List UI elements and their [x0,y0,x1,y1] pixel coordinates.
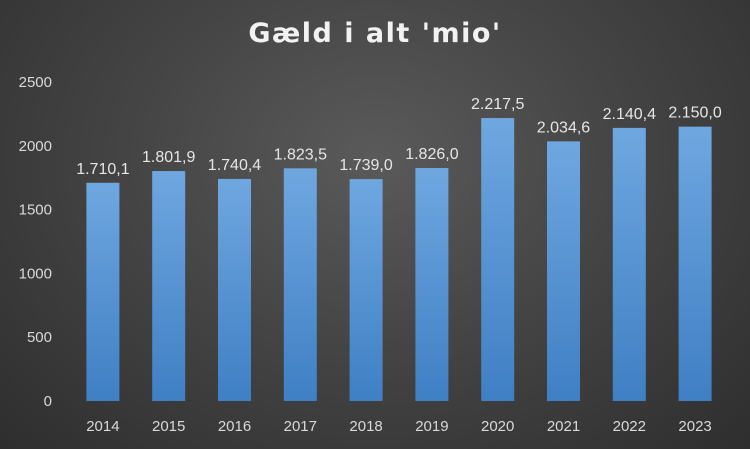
x-axis: 2014 2015 2016 2017 2018 2019 2020 2021 2022 2023 [86,418,712,435]
data-label-2016: 1.740,4 [208,157,261,174]
data-label-2018: 1.739,0 [339,157,392,174]
x-tick-label: 2015 [152,418,185,435]
data-label-2015: 1.801,9 [142,149,195,166]
x-tick-label: 2019 [415,418,448,435]
x-tick-label: 2022 [613,418,646,435]
x-tick-label: 2021 [547,418,580,435]
x-tick-label: 2014 [86,418,119,435]
bar-2017 [283,168,317,401]
data-label-2017: 1.823,5 [274,146,327,163]
y-tick-label: 1000 [19,265,52,282]
y-tick-label: 2500 [19,74,52,91]
data-label-2021: 2.034,6 [537,119,590,136]
bar-2014 [86,182,120,401]
x-tick-label: 2017 [284,418,317,435]
x-tick-label: 2020 [481,418,514,435]
bar-2015 [152,171,186,401]
bar-2020 [481,118,515,401]
bar-2021 [547,141,580,401]
bar-2023 [678,126,712,401]
data-label-2023: 2.150,0 [668,105,721,122]
bar-2016 [218,178,251,401]
y-axis: 0 500 1000 1500 2000 2500 [19,74,52,410]
data-label-2014: 1.710,1 [76,161,129,178]
y-tick-label: 2000 [19,138,52,155]
data-labels: 1.710,1 1.801,9 1.740,4 1.823,5 1.739,0 1.826… [76,96,722,178]
data-label-2020: 2.217,5 [471,96,524,113]
bar-2022 [612,127,646,402]
y-tick-label: 500 [27,329,52,346]
y-tick-label: 1500 [19,202,52,219]
y-tick-label: 0 [44,393,52,410]
bar-2018 [349,179,383,401]
data-label-2019: 1.826,0 [405,146,458,163]
x-tick-label: 2023 [678,418,711,435]
x-tick-label: 2018 [349,418,382,435]
data-label-2022: 2.140,4 [603,106,656,123]
x-tick-label: 2016 [218,418,251,435]
chart-title: Gæld i alt 'mio' [248,18,502,49]
bar-2019 [415,168,449,401]
bars [86,118,712,402]
